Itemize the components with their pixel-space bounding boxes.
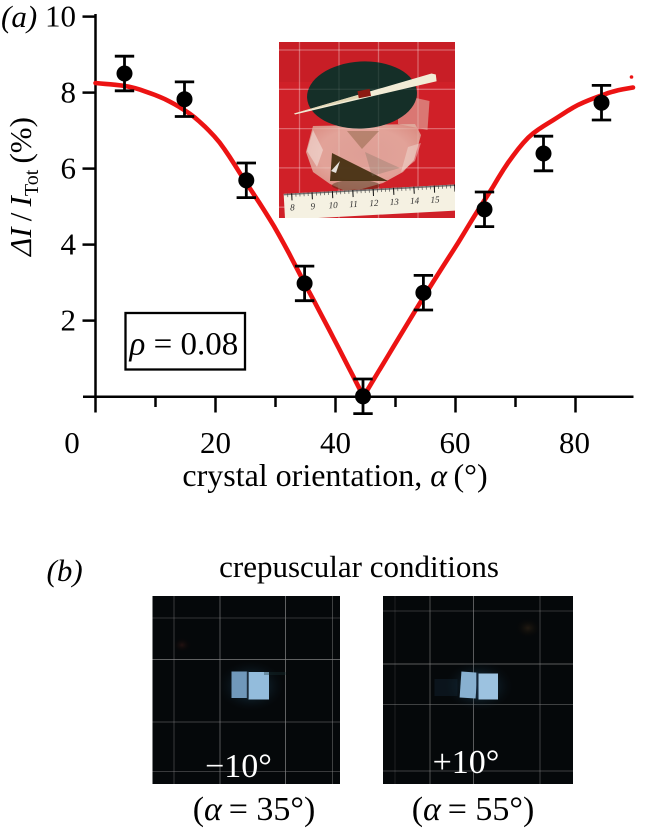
svg-text:(b): (b) [47, 553, 83, 588]
svg-text:40: 40 [320, 425, 351, 460]
svg-text:6: 6 [61, 151, 77, 186]
svg-text:10: 10 [45, 0, 76, 34]
svg-text:2: 2 [61, 303, 77, 338]
svg-text:13: 13 [389, 197, 399, 208]
svg-text:−10°: −10° [205, 748, 272, 785]
svg-text:ΔI / ITot (%): ΔI / ITot (%) [3, 117, 43, 258]
svg-text:8: 8 [290, 202, 296, 212]
svg-text:crystal orientation, α (°): crystal orientation, α (°) [182, 457, 487, 493]
svg-text:12: 12 [369, 198, 379, 209]
svg-text:20: 20 [200, 425, 231, 460]
svg-text:80: 80 [559, 425, 590, 460]
svg-text:60: 60 [440, 425, 471, 460]
svg-text:9: 9 [310, 201, 316, 211]
svg-text:(a): (a) [1, 0, 37, 34]
svg-text:10: 10 [328, 200, 338, 211]
svg-text:4: 4 [61, 227, 77, 262]
svg-text:11: 11 [349, 199, 358, 209]
svg-text:(α = 55°): (α = 55°) [412, 791, 535, 828]
svg-text:14: 14 [410, 195, 420, 206]
svg-text:ρ = 0.08: ρ = 0.08 [129, 327, 239, 363]
svg-text:+10°: +10° [433, 744, 500, 781]
svg-text:(α = 35°): (α = 35°) [193, 791, 316, 828]
svg-text:crepuscular conditions: crepuscular conditions [219, 549, 499, 584]
svg-text:8: 8 [61, 75, 77, 110]
svg-text:15: 15 [430, 194, 440, 205]
svg-text:0: 0 [64, 425, 80, 460]
